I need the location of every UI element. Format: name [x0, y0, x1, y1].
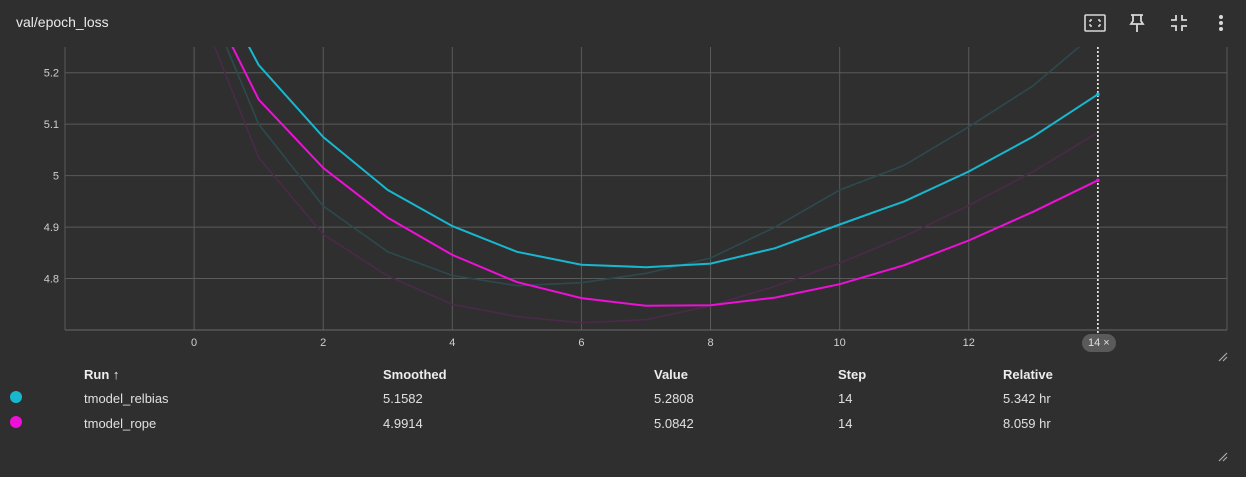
table-row[interactable]: tmodel_relbias 5.1582 5.2808 14 5.342 hr	[10, 386, 1123, 411]
x-tick-label: 0	[191, 337, 197, 349]
cell-step: 14	[838, 391, 853, 406]
x-tick-label: 10	[834, 337, 846, 349]
step-chip[interactable]: 14 ×	[1082, 334, 1116, 352]
step-chip-label: 14	[1088, 337, 1101, 349]
run-column-header[interactable]: Run ↑	[84, 366, 120, 382]
fit-domain-icon[interactable]	[1084, 12, 1106, 34]
x-tick-label: 8	[707, 337, 713, 349]
line-chart[interactable]: 0 2 4 6 8 10 12 4.8 4.9 5 5.1 5.2	[0, 0, 1246, 360]
run-color-dot	[10, 391, 22, 403]
close-icon[interactable]: ×	[1103, 337, 1110, 349]
step-column-header[interactable]: Step	[838, 366, 867, 382]
y-tick-label: 4.9	[44, 222, 59, 234]
run-color-dot	[10, 416, 22, 428]
cell-relative: 8.059 hr	[1003, 416, 1051, 431]
series-line-tmodel_rope-smoothed	[231, 47, 1099, 307]
cursor-point	[1096, 92, 1100, 97]
table-row[interactable]: tmodel_rope 4.9914 5.0842 14 8.059 hr	[10, 411, 1123, 436]
resize-handle-icon[interactable]	[1216, 350, 1228, 362]
cell-value: 5.0842	[654, 416, 694, 431]
x-tick-label: 2	[320, 337, 326, 349]
table-header-row: Run ↑ Smoothed Value Step Relative	[10, 362, 1123, 386]
y-tick-label: 4.8	[44, 274, 59, 286]
y-tick-label: 5.1	[44, 119, 59, 131]
series-line-tmodel_relbias-raw	[225, 47, 1081, 287]
x-tick-label: 6	[578, 337, 584, 349]
runs-table: Run ↑ Smoothed Value Step Relative tmode…	[10, 362, 1123, 436]
chart-toolbar	[1084, 12, 1232, 34]
chart-title: val/epoch_loss	[16, 14, 109, 30]
relative-column-header[interactable]: Relative	[1003, 366, 1053, 382]
cell-value: 5.2808	[654, 391, 694, 406]
cell-smoothed: 5.1582	[383, 391, 423, 406]
x-tick-label: 4	[449, 337, 455, 349]
smoothed-column-header[interactable]: Smoothed	[383, 366, 447, 382]
y-tick-label: 5.2	[44, 68, 59, 80]
value-column-header[interactable]: Value	[654, 366, 688, 382]
x-tick-label: 12	[963, 337, 975, 349]
cell-run: tmodel_relbias	[84, 391, 169, 406]
cell-relative: 5.342 hr	[1003, 391, 1051, 406]
y-tick-label: 5	[53, 171, 59, 183]
pin-icon[interactable]	[1126, 12, 1148, 34]
series-line-tmodel_rope-raw	[213, 47, 1099, 324]
cell-smoothed: 4.9914	[383, 416, 423, 431]
resize-handle-icon[interactable]	[1216, 450, 1228, 462]
color-column-header	[10, 362, 84, 386]
more-vert-icon[interactable]	[1210, 12, 1232, 34]
cell-run: tmodel_rope	[84, 416, 157, 431]
cursor-point	[1096, 178, 1100, 183]
series-line-tmodel_relbias-smoothed	[247, 47, 1099, 269]
collapse-icon[interactable]	[1168, 12, 1190, 34]
cell-step: 14	[838, 416, 853, 431]
